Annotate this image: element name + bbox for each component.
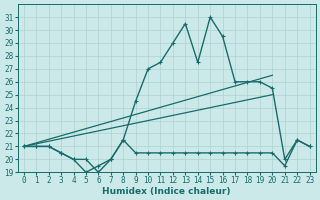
X-axis label: Humidex (Indice chaleur): Humidex (Indice chaleur) bbox=[102, 187, 231, 196]
